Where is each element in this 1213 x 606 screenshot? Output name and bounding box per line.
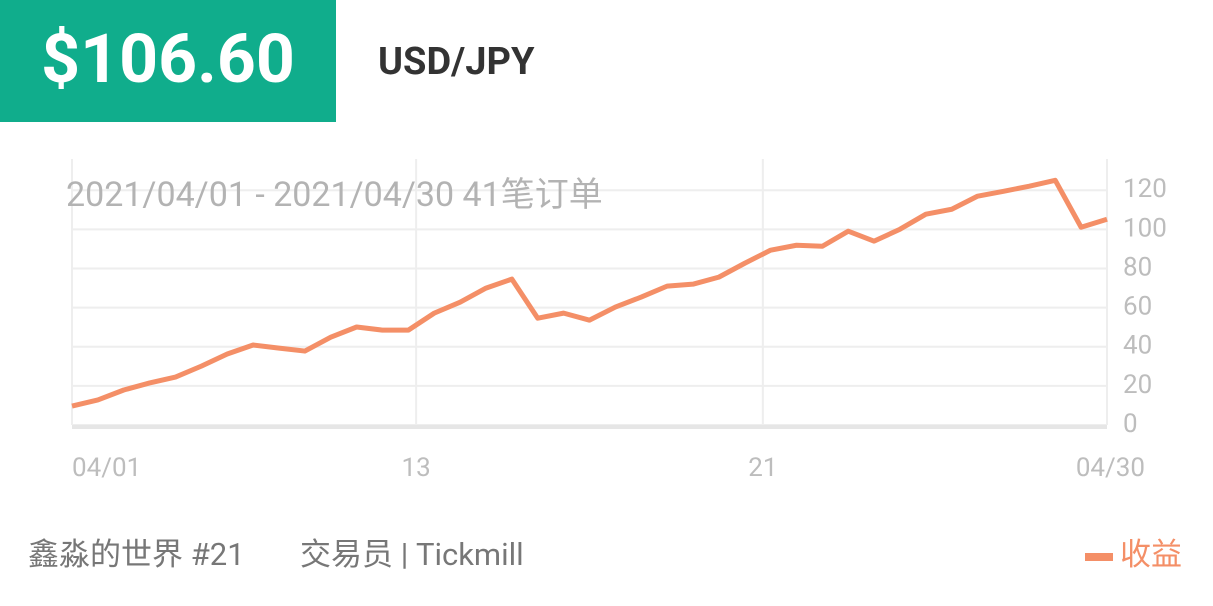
trader: 鑫淼的世界 #21 [28, 536, 245, 573]
pair: USD/JPY [378, 40, 535, 84]
y-tick-label: 100 [1123, 213, 1167, 243]
x-tick-label: 21 [748, 453, 777, 483]
x-tick-label: 04/30 [1076, 453, 1145, 483]
line-series [71, 177, 1108, 409]
legend-label: 收益 [1120, 536, 1182, 573]
y-tick-label: 60 [1123, 292, 1152, 322]
x-tick-label: 13 [402, 453, 431, 483]
broker: 交易员 | Tickmill [300, 536, 524, 573]
legend-swatch [1085, 553, 1113, 561]
y-tick-label: 120 [1123, 174, 1167, 204]
chart-subtitle: 2021/04/01 - 2021/04/30 41笔订单 [66, 175, 603, 215]
price: $106.60 [41, 19, 295, 99]
price-badge [0, 0, 336, 122]
y-tick-label: 20 [1123, 370, 1152, 400]
x-tick-label: 04/01 [72, 453, 141, 483]
y-tick-label: 0 [1123, 409, 1138, 439]
y-tick-label: 40 [1123, 331, 1152, 361]
y-tick-label: 80 [1123, 252, 1152, 282]
